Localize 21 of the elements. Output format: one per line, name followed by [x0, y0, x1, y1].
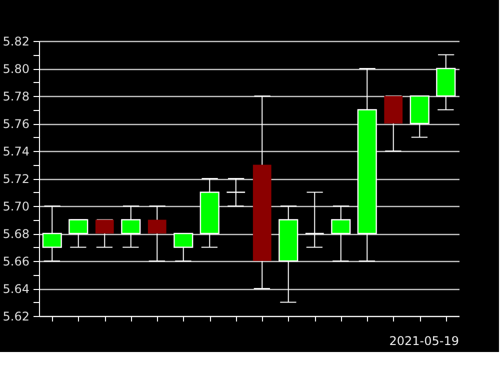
candlestick	[68, 219, 88, 248]
candlestick	[174, 232, 194, 262]
y-tick-label: 5.64	[2, 282, 30, 296]
candlestick	[121, 206, 141, 248]
candlestick	[226, 178, 246, 206]
y-tick-label: 5.62	[2, 310, 30, 324]
y-tick-label: 5.66	[2, 254, 30, 268]
candlestick	[331, 206, 351, 262]
y-tick-label: 5.76	[2, 117, 30, 131]
y-tick-label: 5.70	[2, 200, 30, 214]
candlestick	[95, 219, 114, 248]
candlestick	[148, 206, 166, 262]
y-tick-label: 5.80	[2, 62, 30, 76]
candlestick	[304, 192, 324, 248]
y-tick-label: 5.78	[2, 90, 30, 104]
text: 2021-05-19	[389, 334, 459, 348]
y-tick-label: 5.82	[2, 34, 30, 48]
y-tick-label: 5.74	[2, 144, 30, 158]
candlestick	[42, 206, 62, 262]
y-tick-label: 5.72	[2, 172, 30, 186]
y-tick-label: 5.68	[2, 227, 30, 241]
